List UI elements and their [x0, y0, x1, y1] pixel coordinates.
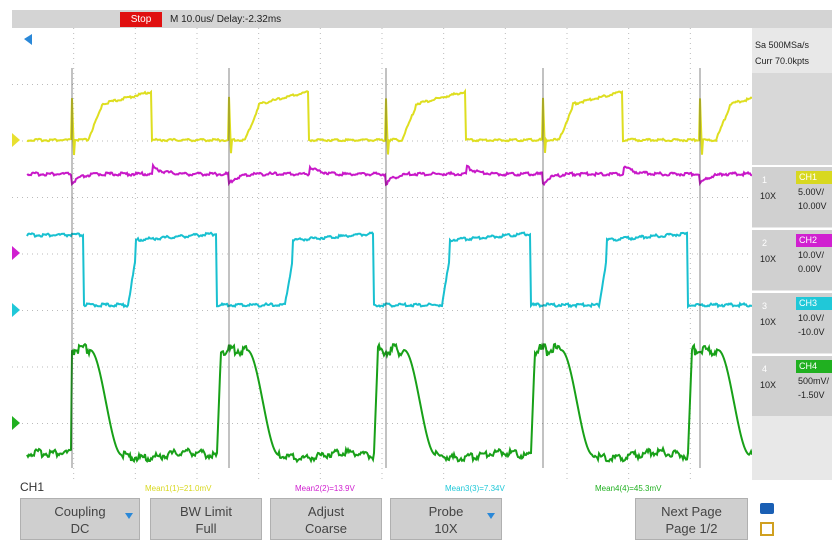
- channel-scale: 5.00V/: [798, 187, 824, 197]
- measurement: Mean2(2)=13.9V: [295, 484, 355, 493]
- menu-label: Probe: [391, 503, 501, 520]
- channel-probe: 10X: [760, 380, 776, 390]
- run-status[interactable]: Stop: [120, 12, 162, 27]
- menu-value: Page 1/2: [636, 520, 747, 537]
- measurement: Mean3(3)=7.34V: [445, 484, 505, 493]
- menu-label: Next Page: [636, 503, 747, 520]
- menu-label: Coupling: [21, 503, 139, 520]
- channel-name: CH3: [796, 297, 832, 310]
- menu-arrow: [125, 513, 133, 519]
- menu-value: Coarse: [271, 520, 381, 537]
- channel-scale: 10.0V/: [798, 250, 824, 260]
- channel-box[interactable]: 1 CH1 10X 5.00V/10.00V: [752, 165, 832, 227]
- channel-box[interactable]: 2 CH2 10X 10.0V/0.00V: [752, 228, 832, 290]
- channel-number: 4: [762, 364, 767, 374]
- channel-offset: 0.00V: [798, 264, 822, 274]
- menu-value: 10X: [391, 520, 501, 537]
- network-icon: [760, 522, 774, 536]
- channel-probe: 10X: [760, 191, 776, 201]
- channel-number: 2: [762, 238, 767, 248]
- scope-ui: Stop M 10.0us/ Delay:-2.32ms Sa 500MSa/s…: [0, 0, 832, 540]
- side-panel: Sa 500MSa/s Curr 70.0kpts 1 CH1 10X 5.00V/1…: [752, 28, 832, 480]
- channel-scale: 500mV/: [798, 376, 829, 386]
- channel-offset: 10.00V: [798, 201, 827, 211]
- measurement: Mean1(1)=21.0mV: [145, 484, 211, 493]
- menu-label: Adjust: [271, 503, 381, 520]
- info-area: [752, 73, 832, 165]
- sample-rate: Sa 500MSa/s: [755, 40, 809, 50]
- measurement: Mean4(4)=45.3mV: [595, 484, 661, 493]
- channel-box[interactable]: 4 CH4 10X 500mV/ -1.50V: [752, 354, 832, 416]
- channel-probe: 10X: [760, 254, 776, 264]
- channel-scale: 10.0V/: [798, 313, 824, 323]
- channel-offset: -10.0V: [798, 327, 825, 337]
- timebase: M 10.0us/ Delay:-2.32ms: [170, 12, 281, 27]
- channel-number: 3: [762, 301, 767, 311]
- measure-source: CH1: [20, 480, 44, 494]
- waveform-screen: [12, 28, 752, 480]
- channel-name: CH2: [796, 234, 832, 247]
- channel-number: 1: [762, 175, 767, 185]
- channel-probe: 10X: [760, 317, 776, 327]
- menu-value: Full: [151, 520, 261, 537]
- channel-offset: -1.50V: [798, 390, 825, 400]
- menu-label: BW Limit: [151, 503, 261, 520]
- channel-name: CH4: [796, 360, 832, 373]
- channel-name: CH1: [796, 171, 832, 184]
- menu-value: DC: [21, 520, 139, 537]
- channel-box[interactable]: 3 CH3 10X 10.0V/ -10.0V: [752, 291, 832, 353]
- memory-depth: Curr 70.0kpts: [755, 56, 809, 66]
- storage-icon: [760, 503, 774, 514]
- menu-arrow: [487, 513, 495, 519]
